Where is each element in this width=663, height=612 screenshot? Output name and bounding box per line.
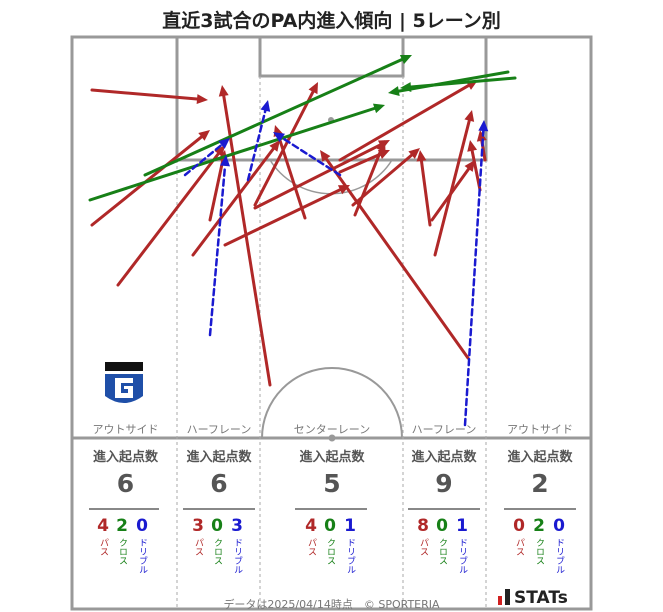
- stat-cross: 2 クロス: [533, 516, 545, 565]
- stat-pass: 8 パス: [417, 516, 429, 556]
- stat-dribble: 0 ドリブル: [136, 516, 148, 574]
- stat-dribble: 1 ドリブル: [456, 516, 468, 574]
- footer-note: データは2025/04/14時点 © SPORTERIA: [223, 598, 440, 611]
- lane-label-right-half: ハーフレーン: [411, 423, 477, 436]
- stat-dribble: 3 ドリブル: [231, 516, 243, 574]
- stat-pass: 4 パス: [305, 516, 317, 556]
- stat-dribble: 0 ドリブル: [553, 516, 565, 574]
- arrow-dribble: [183, 138, 230, 177]
- lane-label-left-half: ハーフレーン: [186, 423, 252, 436]
- stat-cross: 2 クロス: [116, 516, 128, 565]
- arrow-dribble: [463, 120, 489, 427]
- lane-rule: [408, 508, 480, 510]
- chart-title: 直近3試合のPA内進入傾向 | 5レーン別: [162, 10, 501, 32]
- lane-stats-right-half: 進入起点数 9: [403, 446, 485, 498]
- stat-pass: 4 パス: [97, 516, 109, 556]
- lane-label-right-outside: アウトサイド: [507, 423, 573, 436]
- arrow-pass: [191, 140, 280, 257]
- lane-stats-center: 進入起点数 5: [268, 446, 396, 498]
- lane-total: 5: [323, 469, 341, 498]
- arrow-dribble: [246, 100, 271, 182]
- arrows-layer: [88, 54, 517, 427]
- arrow-pass: [430, 160, 475, 222]
- stat-pass: 0 パス: [513, 516, 525, 556]
- lane-total: 2: [531, 469, 549, 498]
- lane-rule: [504, 508, 576, 510]
- lane-head: 進入起点数: [411, 450, 477, 465]
- lane-total: 6: [210, 469, 228, 498]
- arrow-pass: [90, 130, 210, 227]
- lane-rule: [295, 508, 367, 510]
- arrow-pass: [320, 150, 470, 360]
- stat-cross: 0 クロス: [211, 516, 223, 565]
- lane-rule: [89, 508, 159, 510]
- lane-head: 進入起点数: [92, 450, 158, 465]
- team-crest-icon: [105, 362, 143, 403]
- arrow-pass: [433, 110, 475, 257]
- lane-total: 6: [116, 469, 135, 498]
- stat-cross: 0 クロス: [324, 516, 336, 565]
- stat-dribble: 1 ドリブル: [344, 516, 356, 574]
- arrow-pass: [253, 82, 318, 207]
- arrow-cross: [143, 54, 412, 177]
- lane-stats-left-half: 進入起点数 6: [178, 446, 260, 498]
- lane-head: 進入起点数: [507, 450, 573, 465]
- lane-head: 進入起点数: [186, 450, 252, 465]
- stat-cross: 0 クロス: [436, 516, 448, 565]
- lane-stats-right-outside: 進入起点数 2: [490, 446, 590, 498]
- arrow-cross: [88, 103, 385, 202]
- lane-head: 進入起点数: [299, 450, 365, 465]
- center-circle: [261, 367, 403, 439]
- arrow-dribble: [273, 132, 342, 177]
- arrow-pass: [338, 80, 478, 162]
- arrow-cross: [400, 76, 517, 93]
- brand-logo: STATs: [498, 588, 568, 608]
- arrow-pass: [416, 150, 432, 227]
- arrow-pass: [351, 148, 420, 207]
- center-spot: [328, 434, 336, 442]
- lane-label-center: センターレーン: [293, 423, 371, 436]
- pitch-outline: [70, 35, 593, 611]
- arrow-pass: [467, 140, 482, 192]
- arrow-dribble: [208, 155, 231, 337]
- lane-rule: [183, 508, 255, 510]
- arrow-pass: [116, 145, 225, 287]
- lane-stats-left-outside: 進入起点数 6: [78, 446, 173, 498]
- lane-label-left-outside: アウトサイド: [92, 423, 159, 436]
- arrow-pass: [218, 85, 272, 387]
- lane-total: 9: [435, 469, 453, 498]
- arrow-pass: [90, 88, 208, 105]
- stat-pass: 3 パス: [192, 516, 204, 556]
